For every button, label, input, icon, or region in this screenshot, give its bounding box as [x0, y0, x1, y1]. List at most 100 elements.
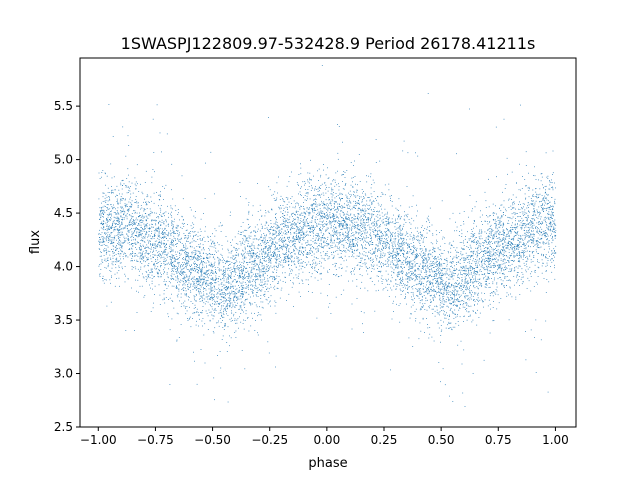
- data-point: [552, 172, 554, 174]
- data-point: [153, 247, 154, 248]
- data-point: [522, 244, 523, 245]
- data-point: [268, 245, 270, 246]
- data-point: [400, 225, 402, 227]
- data-point: [259, 261, 261, 263]
- data-point: [299, 214, 300, 216]
- data-point: [427, 93, 429, 94]
- data-point: [202, 310, 203, 311]
- data-point: [332, 235, 334, 236]
- data-point: [292, 206, 294, 208]
- data-point: [321, 215, 322, 217]
- data-point: [168, 223, 169, 225]
- data-point: [446, 286, 448, 287]
- data-point: [514, 223, 516, 225]
- data-point: [279, 247, 281, 249]
- data-point: [264, 265, 266, 267]
- data-point: [407, 277, 408, 279]
- data-point: [530, 227, 532, 229]
- data-point: [132, 251, 133, 252]
- data-point: [146, 257, 147, 259]
- data-point: [264, 228, 266, 229]
- data-point: [469, 273, 471, 275]
- data-point: [496, 228, 498, 230]
- data-point: [300, 234, 302, 235]
- data-point: [200, 290, 201, 292]
- data-point: [276, 255, 278, 257]
- data-point: [368, 209, 369, 210]
- data-point: [552, 208, 553, 209]
- data-point: [343, 260, 345, 262]
- data-point: [417, 295, 419, 297]
- data-point: [480, 243, 482, 245]
- data-point: [543, 198, 545, 199]
- data-point: [334, 220, 336, 222]
- data-point: [515, 266, 517, 268]
- data-point: [550, 205, 551, 207]
- data-point: [141, 263, 143, 264]
- data-point: [165, 219, 167, 221]
- data-point: [144, 246, 146, 248]
- data-point: [450, 251, 452, 253]
- data-point: [508, 243, 510, 245]
- data-point: [469, 277, 471, 279]
- data-point: [452, 285, 454, 286]
- data-point: [124, 211, 126, 213]
- data-point: [217, 301, 218, 303]
- data-point: [390, 369, 391, 371]
- data-point: [192, 303, 194, 304]
- data-point: [163, 221, 165, 222]
- data-point: [533, 205, 535, 207]
- data-point: [541, 235, 543, 237]
- data-point: [502, 260, 504, 262]
- data-point: [388, 229, 390, 231]
- data-point: [544, 204, 545, 206]
- data-point: [382, 235, 384, 236]
- data-point: [551, 179, 552, 181]
- data-point: [335, 231, 337, 232]
- data-point: [496, 250, 498, 251]
- data-point: [526, 218, 528, 220]
- data-point: [116, 223, 117, 224]
- data-point: [378, 276, 379, 277]
- data-point: [371, 268, 373, 269]
- data-point: [467, 305, 469, 307]
- data-point: [135, 268, 137, 270]
- data-point: [259, 306, 260, 308]
- data-point: [200, 270, 202, 272]
- data-point: [171, 260, 172, 262]
- data-point: [502, 280, 504, 282]
- data-point: [280, 247, 282, 249]
- data-point: [154, 276, 155, 277]
- data-point: [520, 220, 521, 221]
- data-point: [261, 253, 263, 255]
- data-point: [353, 195, 355, 197]
- data-point: [244, 266, 245, 268]
- data-point: [441, 307, 443, 308]
- data-point: [303, 211, 305, 213]
- data-point: [294, 245, 296, 247]
- data-point: [501, 268, 502, 269]
- data-point: [395, 223, 396, 224]
- data-point: [203, 287, 204, 289]
- data-point: [451, 291, 453, 293]
- data-point: [208, 277, 209, 279]
- data-point: [331, 196, 333, 198]
- data-point: [104, 279, 106, 280]
- data-point: [231, 307, 233, 309]
- data-point: [488, 261, 490, 262]
- data-point: [255, 288, 257, 290]
- data-point: [388, 253, 390, 255]
- data-point: [103, 216, 104, 218]
- data-point: [508, 252, 510, 253]
- data-point: [547, 207, 549, 208]
- data-point: [476, 274, 478, 275]
- data-point: [364, 264, 366, 266]
- data-point: [316, 224, 318, 226]
- data-point: [154, 171, 155, 173]
- data-point: [459, 212, 461, 214]
- data-point: [328, 232, 330, 234]
- data-point: [515, 246, 517, 248]
- data-point: [421, 296, 423, 297]
- data-point: [183, 246, 184, 248]
- data-point: [487, 257, 489, 259]
